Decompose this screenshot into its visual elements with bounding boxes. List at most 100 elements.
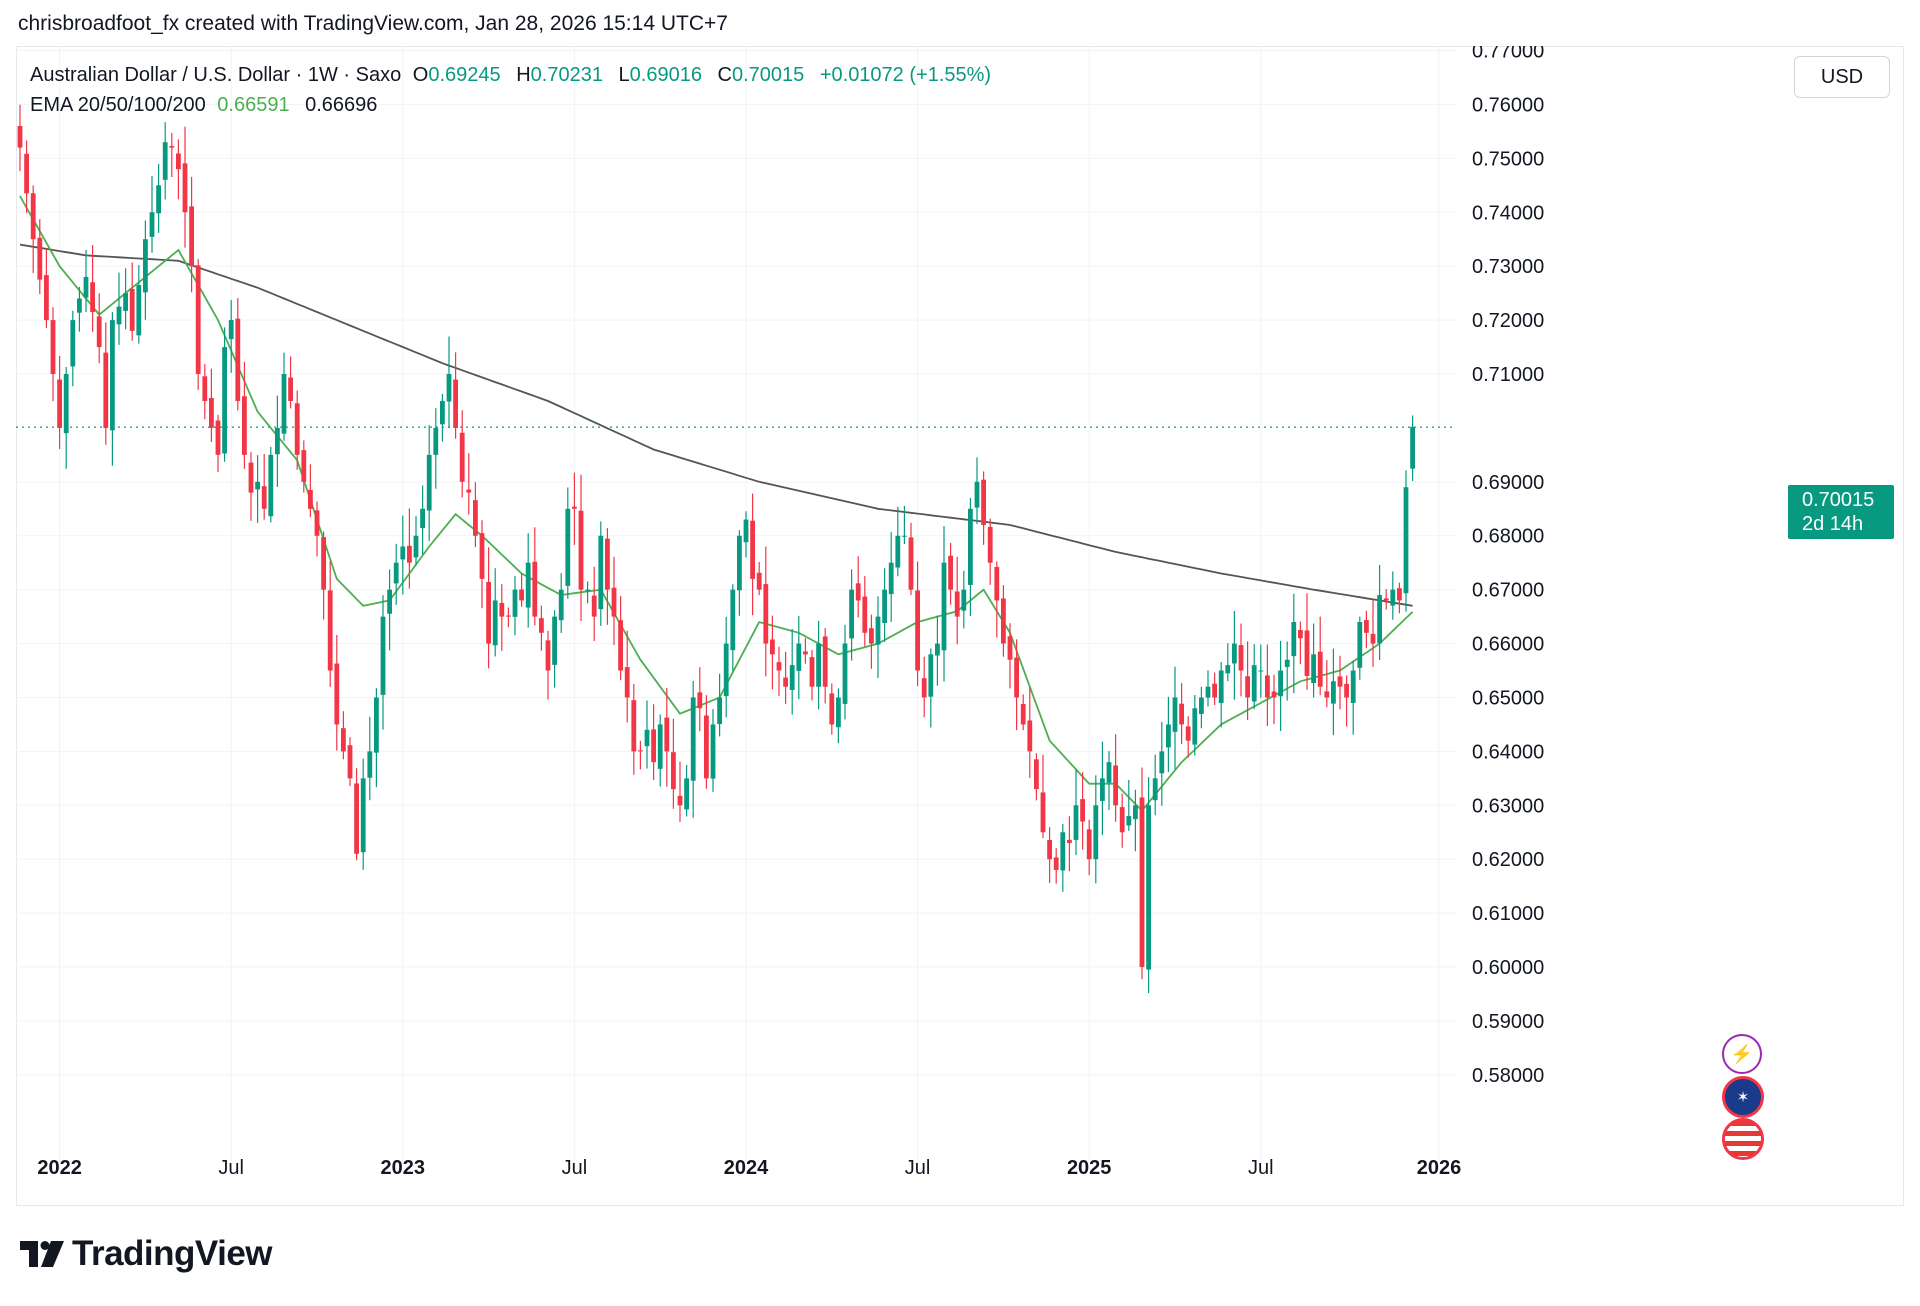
candle-body (83, 276, 89, 298)
lightning-icon[interactable]: ⚡ (1722, 1034, 1762, 1074)
price-chart[interactable]: 0.77000 0.76000 0.75000 0.74000 0.73000 0.720… (16, 46, 1904, 1206)
tradingview-logo[interactable]: TradingView (20, 1234, 273, 1274)
candle-body (512, 589, 518, 617)
candle-body (664, 717, 670, 752)
candle-body (44, 275, 49, 321)
tradingview-logo-icon (20, 1241, 64, 1267)
candle-body (301, 450, 307, 482)
candle-body (1251, 665, 1257, 702)
candle-body (1034, 759, 1039, 790)
candle-body (407, 545, 412, 563)
candle-body (202, 376, 208, 401)
x-tick-label: 2022 (37, 1157, 82, 1179)
candle-body (638, 750, 643, 752)
x-tick-label: Jul (905, 1157, 931, 1179)
candle-body (380, 616, 386, 695)
candle-body (1212, 683, 1217, 698)
candle-body (849, 589, 854, 639)
candle-body (1218, 670, 1224, 703)
candle-body (1001, 598, 1006, 644)
candle-body (1364, 620, 1369, 633)
candle-body (935, 643, 940, 656)
candle-body (393, 562, 399, 584)
candle-body (895, 535, 901, 568)
candle-body (552, 616, 557, 665)
candle-body (308, 489, 313, 509)
candle-body (1284, 659, 1290, 667)
open-value: 0.69245 (428, 64, 501, 86)
candle-body (413, 535, 419, 558)
candle-body (1119, 807, 1125, 833)
candle-body (1093, 805, 1099, 860)
candle-body (743, 519, 749, 543)
currency-button[interactable]: USD (1794, 56, 1890, 98)
candle-body (215, 420, 221, 455)
candle-body (684, 778, 689, 810)
candle-body (902, 535, 907, 537)
candle-body (1245, 676, 1250, 698)
candle-body (796, 643, 802, 671)
candle-body (968, 508, 973, 585)
candle-body (1337, 676, 1343, 687)
candle-body (598, 535, 604, 610)
open-key: O (412, 64, 429, 86)
grid-lines (16, 46, 1456, 1162)
candle-body (591, 595, 597, 617)
candle-body (360, 778, 366, 853)
x-tick-label: Jul (1248, 1157, 1274, 1179)
candle-body (492, 600, 498, 646)
candles (17, 104, 1415, 994)
candle-body (103, 352, 109, 428)
candle-body (499, 602, 505, 617)
candle-body (1133, 805, 1138, 820)
candle-body (248, 462, 254, 493)
candle-body (1311, 654, 1316, 684)
candle-body (1298, 630, 1303, 639)
last-price-tag: 0.70015 2d 14h (1788, 485, 1894, 539)
candle-body (558, 589, 564, 621)
candle-body (888, 562, 894, 595)
candle-body (96, 316, 102, 348)
candle-body (1139, 797, 1145, 968)
high-key: H (516, 64, 531, 86)
candle-body (677, 795, 683, 806)
candle-body (862, 596, 868, 633)
last-price-value: 0.70015 (1802, 489, 1875, 511)
ema-label[interactable]: EMA 20/50/100/200 (30, 94, 206, 116)
candle-body (275, 427, 280, 455)
candle-body (433, 427, 439, 455)
candle-body (506, 615, 511, 617)
candle-body (816, 643, 821, 687)
candle-body (651, 729, 656, 763)
candle-body (1232, 643, 1237, 664)
candle-body (420, 508, 425, 529)
usa-flag-icon[interactable] (1722, 1118, 1764, 1160)
candle-body (723, 643, 729, 697)
candle-body (1350, 670, 1356, 703)
candle-body (1410, 426, 1415, 469)
candle-body (334, 663, 340, 725)
candle-body (50, 320, 56, 374)
y-tick-label: 0.76000 (1472, 94, 1544, 116)
candle-body (321, 537, 326, 590)
symbol-label[interactable]: Australian Dollar / U.S. Dollar · 1W · S… (30, 64, 402, 86)
candle-body (1192, 708, 1198, 745)
candle-body (57, 379, 62, 428)
brand-name: TradingView (72, 1234, 273, 1273)
ohlc-row: Australian Dollar / U.S. Dollar · 1W · S… (30, 60, 1001, 90)
candle-body (446, 374, 452, 402)
candle-body (875, 616, 881, 645)
candle-body (987, 526, 993, 563)
candle-body (90, 282, 95, 312)
high-value: 0.70231 (530, 64, 603, 86)
candle-body (466, 489, 472, 493)
candle-body (1370, 633, 1376, 644)
x-tick-label: Jul (562, 1157, 588, 1179)
candle-body (1271, 691, 1277, 698)
candle-body (525, 562, 531, 608)
australia-flag-icon[interactable]: ✶ (1722, 1076, 1764, 1118)
y-tick-label: 0.61000 (1472, 903, 1544, 925)
candle-body (869, 628, 874, 644)
candle-body (1073, 805, 1079, 840)
y-tick-label: 0.77000 (1472, 46, 1544, 63)
